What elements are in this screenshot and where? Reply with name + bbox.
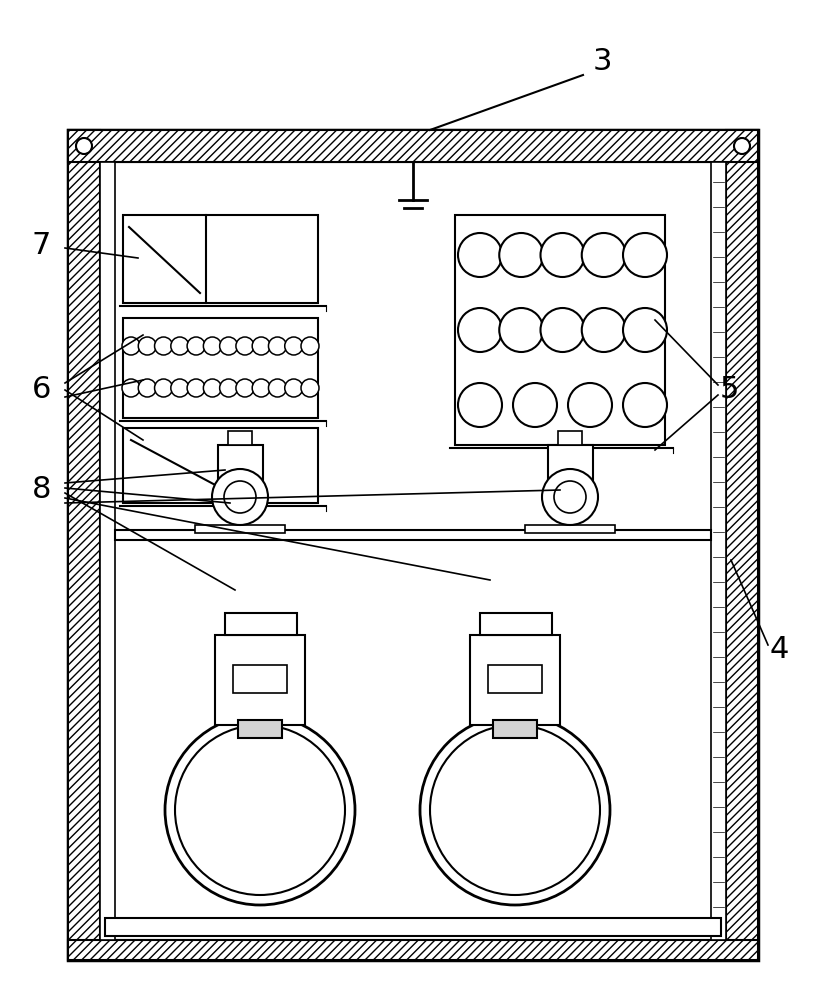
Bar	[105, 918, 721, 936]
Text: 8: 8	[32, 476, 52, 504]
Circle shape	[122, 337, 140, 355]
Circle shape	[138, 337, 156, 355]
Bar	[68, 130, 758, 162]
Circle shape	[220, 337, 238, 355]
Text: 4: 4	[770, 636, 789, 664]
Circle shape	[171, 337, 188, 355]
Bar	[228, 431, 252, 445]
Circle shape	[500, 233, 543, 277]
Bar	[195, 525, 285, 533]
Circle shape	[500, 308, 543, 352]
Circle shape	[236, 337, 254, 355]
Circle shape	[203, 379, 221, 397]
Circle shape	[155, 337, 173, 355]
Bar	[525, 525, 615, 533]
Circle shape	[568, 383, 612, 427]
Bar	[215, 635, 305, 725]
Circle shape	[458, 383, 502, 427]
Circle shape	[268, 337, 286, 355]
Circle shape	[76, 138, 92, 154]
Circle shape	[224, 481, 256, 513]
Circle shape	[301, 337, 319, 355]
Circle shape	[301, 379, 319, 397]
Circle shape	[458, 233, 502, 277]
Circle shape	[236, 379, 254, 397]
Circle shape	[171, 379, 188, 397]
Bar	[233, 665, 287, 693]
Circle shape	[187, 379, 205, 397]
Bar	[548, 445, 593, 495]
Bar	[711, 162, 726, 940]
Text: 3: 3	[593, 47, 612, 77]
Bar	[100, 162, 115, 940]
Bar	[470, 635, 560, 725]
Bar	[68, 130, 100, 960]
Bar	[68, 940, 758, 960]
Circle shape	[220, 379, 238, 397]
Bar	[123, 318, 318, 418]
Circle shape	[175, 725, 345, 895]
Circle shape	[122, 379, 140, 397]
Bar	[218, 445, 263, 495]
Circle shape	[430, 725, 600, 895]
Bar	[123, 215, 318, 303]
Bar	[480, 613, 552, 635]
Circle shape	[252, 337, 270, 355]
Circle shape	[582, 308, 625, 352]
Circle shape	[541, 308, 584, 352]
Text: 7: 7	[32, 231, 51, 259]
Circle shape	[623, 308, 667, 352]
Circle shape	[513, 383, 557, 427]
Circle shape	[187, 337, 205, 355]
Bar	[726, 130, 758, 960]
Bar	[115, 530, 711, 540]
Bar	[100, 162, 726, 940]
Circle shape	[734, 138, 750, 154]
Circle shape	[268, 379, 286, 397]
Circle shape	[623, 233, 667, 277]
Circle shape	[165, 715, 355, 905]
Circle shape	[212, 469, 268, 525]
Circle shape	[554, 481, 586, 513]
Circle shape	[252, 379, 270, 397]
Circle shape	[203, 337, 221, 355]
Bar	[558, 431, 582, 445]
Circle shape	[285, 337, 303, 355]
Text: 5: 5	[720, 375, 739, 404]
Bar	[455, 215, 665, 445]
Circle shape	[285, 379, 303, 397]
Bar	[225, 613, 297, 635]
Circle shape	[138, 379, 156, 397]
Bar	[123, 428, 318, 503]
Bar	[488, 665, 542, 693]
Circle shape	[155, 379, 173, 397]
Circle shape	[623, 383, 667, 427]
Circle shape	[541, 233, 584, 277]
Text: 6: 6	[32, 375, 51, 404]
Bar	[68, 130, 758, 960]
Bar	[493, 720, 537, 738]
Circle shape	[420, 715, 610, 905]
Circle shape	[582, 233, 625, 277]
Bar	[238, 720, 282, 738]
Circle shape	[458, 308, 502, 352]
Circle shape	[542, 469, 598, 525]
